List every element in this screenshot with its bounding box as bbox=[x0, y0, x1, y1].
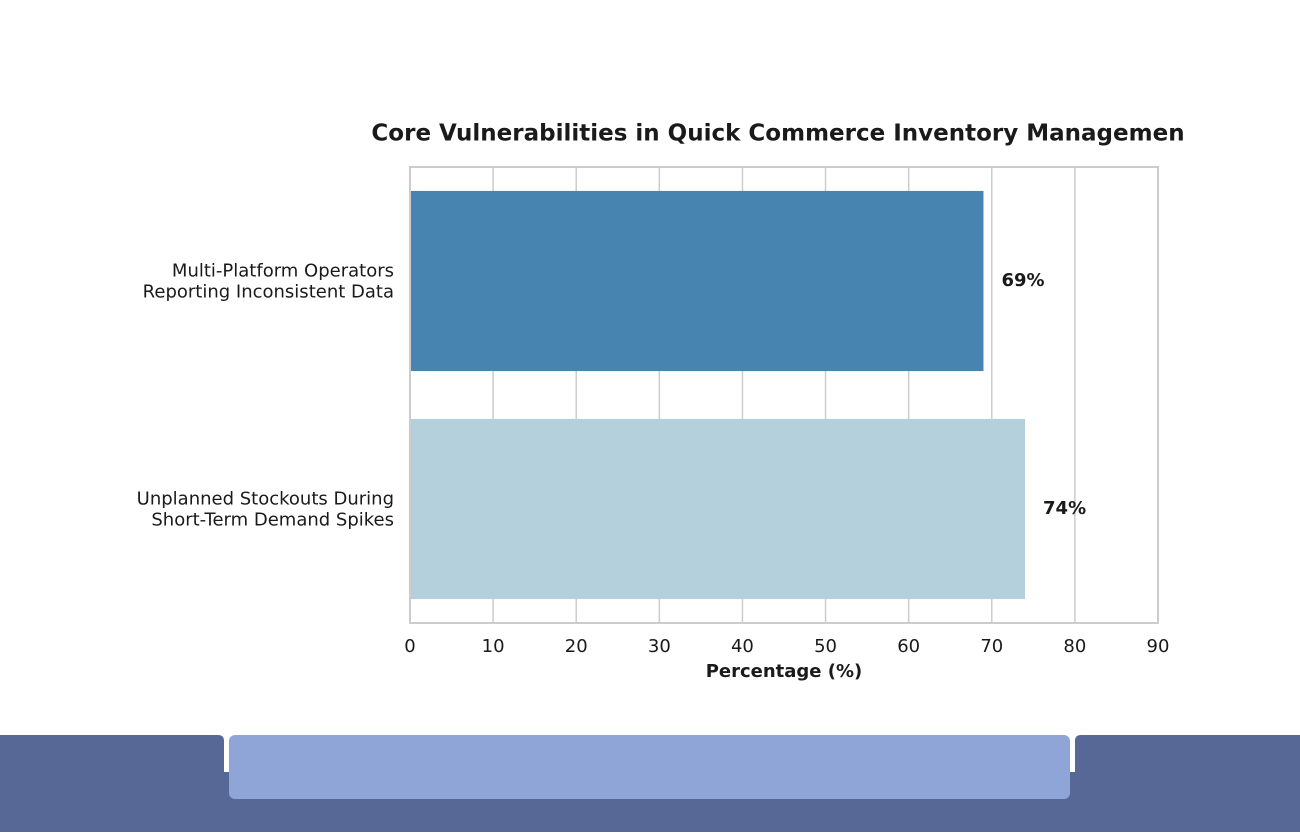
x-tick-label: 90 bbox=[1147, 636, 1170, 657]
x-tick-label: 0 bbox=[404, 636, 415, 657]
bar bbox=[410, 418, 1026, 600]
footer-panel bbox=[229, 735, 1070, 799]
footer-tab-right bbox=[1075, 735, 1300, 772]
y-tick-label: Unplanned Stockouts During Short-Term Dem… bbox=[137, 489, 394, 531]
x-tick-label: 20 bbox=[565, 636, 588, 657]
x-tick-label: 40 bbox=[731, 636, 754, 657]
bar bbox=[410, 190, 984, 372]
x-tick-label: 70 bbox=[980, 636, 1003, 657]
x-tick-label: 10 bbox=[482, 636, 505, 657]
y-tick-label: Multi-Platform Operators Reporting Incons… bbox=[143, 261, 394, 303]
chart-title: Core Vulnerabilities in Quick Commerce I… bbox=[371, 121, 1184, 147]
value-label: 74% bbox=[1043, 498, 1086, 519]
x-tick-label: 80 bbox=[1063, 636, 1086, 657]
footer-tab-left bbox=[0, 735, 224, 772]
x-tick-label: 30 bbox=[648, 636, 671, 657]
x-tick-label: 50 bbox=[814, 636, 837, 657]
value-label: 69% bbox=[1001, 270, 1044, 291]
plot-frame bbox=[409, 166, 1159, 624]
x-tick-label: 60 bbox=[897, 636, 920, 657]
x-axis-label: Percentage (%) bbox=[706, 661, 863, 682]
